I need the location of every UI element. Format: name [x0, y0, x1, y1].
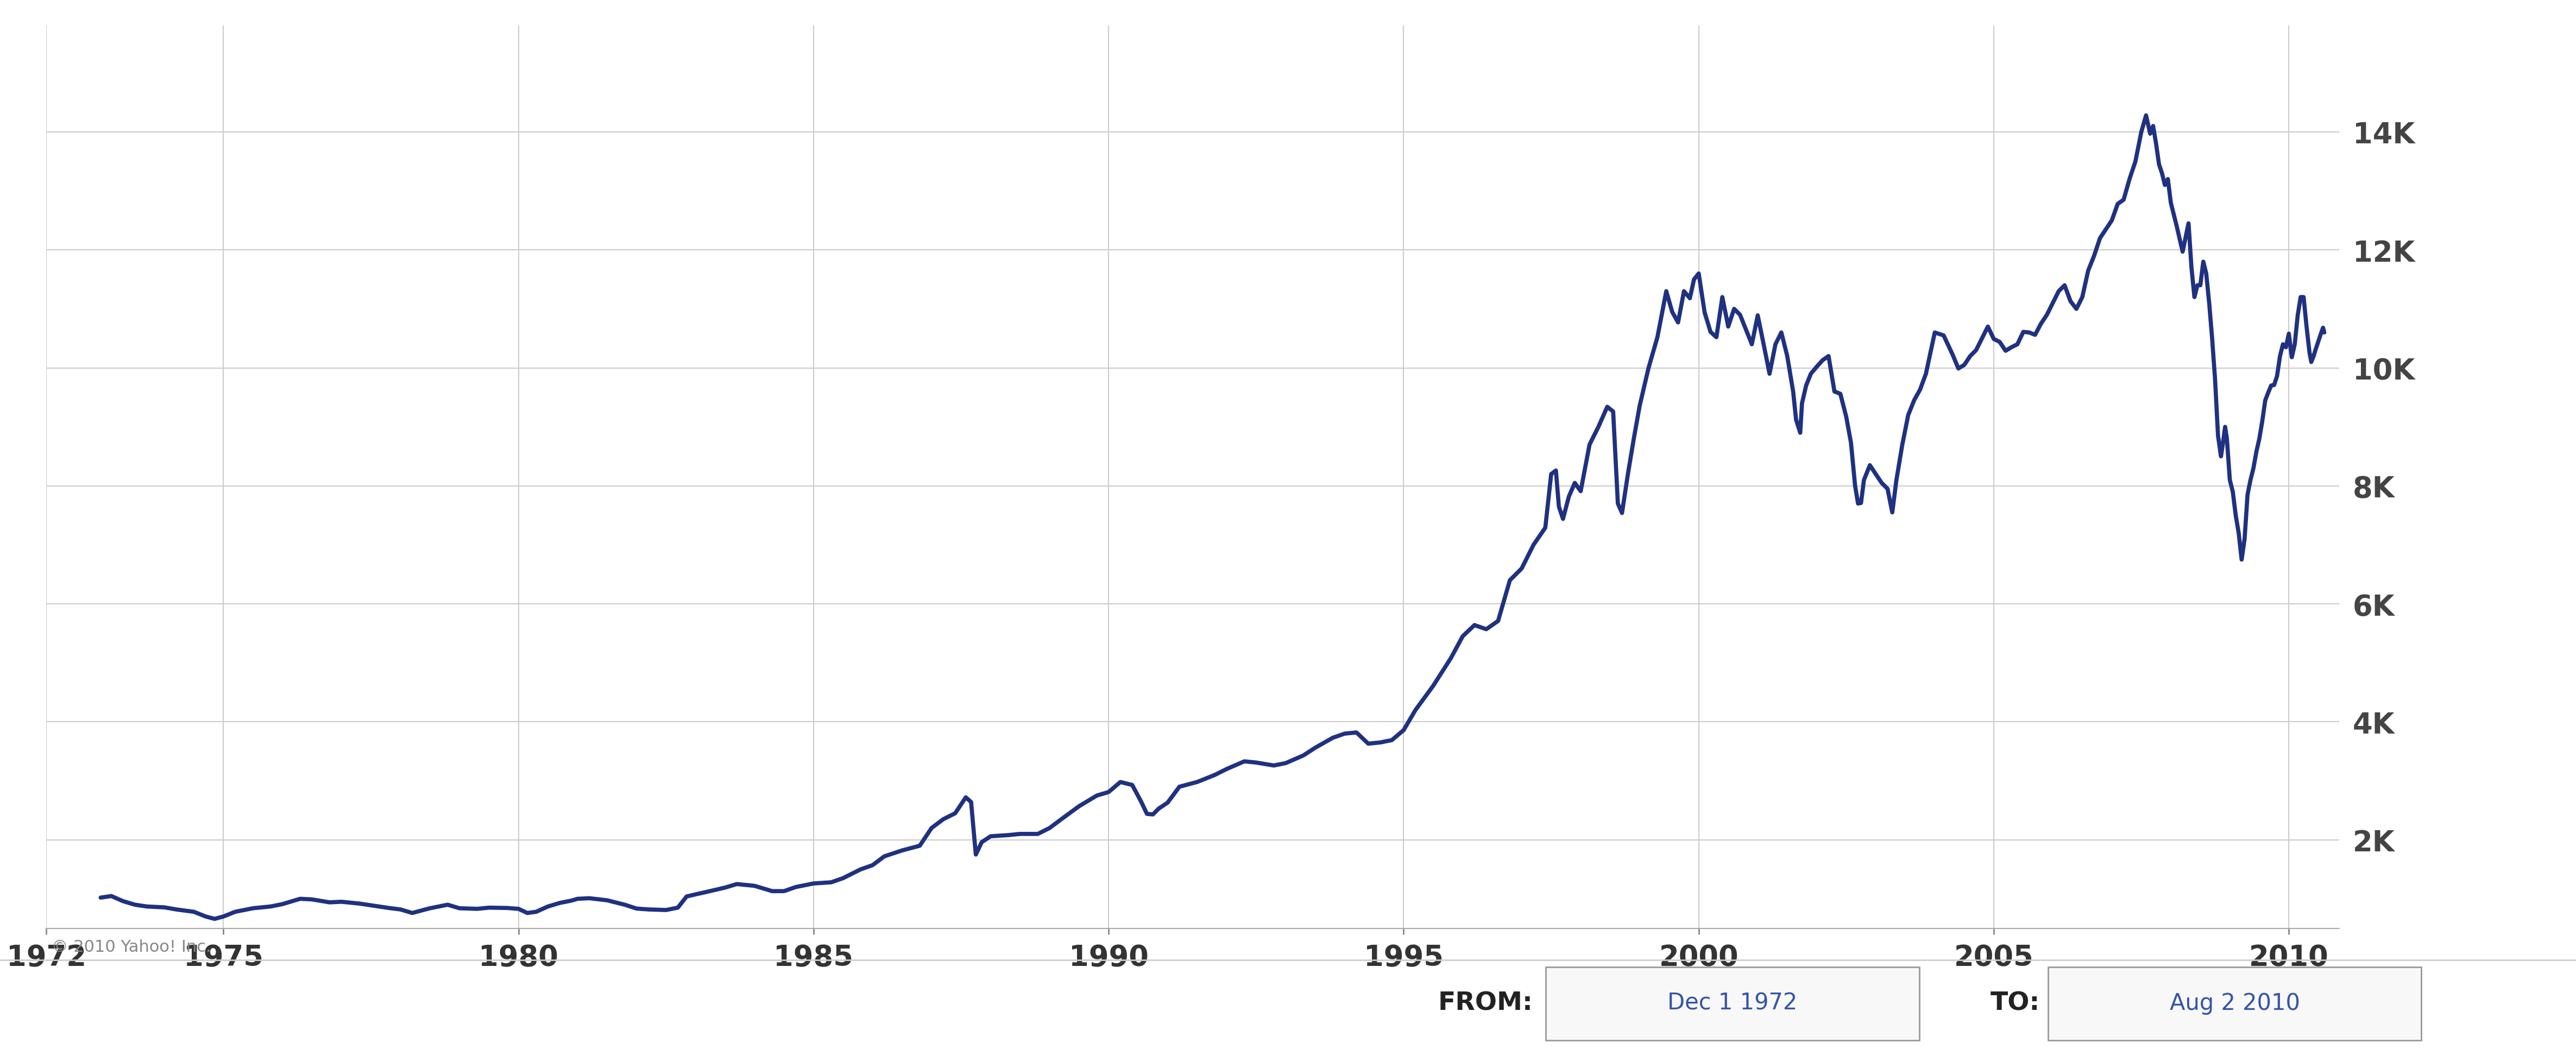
- Text: TO:: TO:: [1991, 990, 2040, 1014]
- Text: FROM:: FROM:: [1437, 990, 1533, 1014]
- Text: Dec 1 1972: Dec 1 1972: [1667, 991, 1798, 1014]
- Text: Aug 2 2010: Aug 2 2010: [2169, 991, 2300, 1014]
- FancyBboxPatch shape: [2048, 967, 2421, 1041]
- FancyBboxPatch shape: [1546, 967, 1919, 1041]
- Text: © 2010 Yahoo! Inc.: © 2010 Yahoo! Inc.: [52, 939, 211, 955]
